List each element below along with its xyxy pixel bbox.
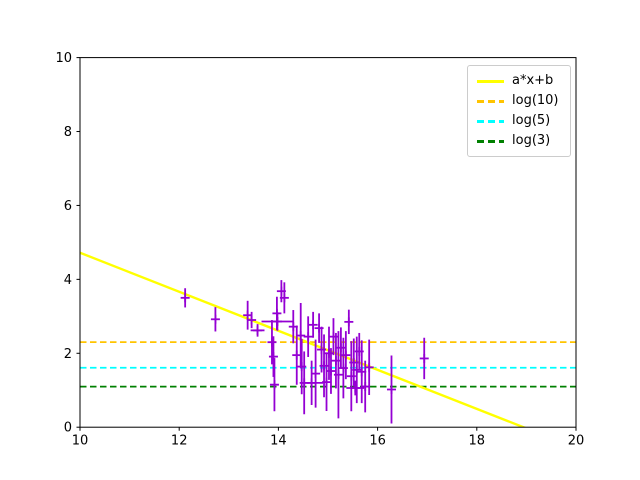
legend-label-fit: a*x+b xyxy=(512,73,554,88)
errorbar-point xyxy=(296,303,306,369)
y-tick-label: 6 xyxy=(64,199,72,214)
log3-line-sample-icon xyxy=(477,139,504,143)
legend-entry-log3: log(3) xyxy=(477,131,570,151)
x-tick-label: 16 xyxy=(369,434,386,449)
errorbar-point xyxy=(300,360,324,406)
errorbar-point xyxy=(180,288,190,308)
errorbar-point xyxy=(210,307,220,332)
log5-line-sample-icon xyxy=(477,119,504,123)
x-tick-label: 10 xyxy=(72,434,89,449)
errorbar-point xyxy=(247,311,257,329)
legend-label-log5: log(5) xyxy=(512,113,551,128)
errorbar-point xyxy=(311,339,321,408)
x-tick-label: 20 xyxy=(568,434,585,449)
plot-contents xyxy=(80,251,576,428)
legend-entry-fit: a*x+b xyxy=(477,71,570,91)
errorbar-point xyxy=(303,316,313,357)
y-tick-label: 2 xyxy=(64,347,72,362)
legend-entry-log10: log(10) xyxy=(477,91,570,111)
y-tick-label: 8 xyxy=(64,125,72,140)
errorbar-point xyxy=(250,324,265,337)
x-tick-label: 18 xyxy=(469,434,486,449)
y-tick-label: 4 xyxy=(64,273,72,288)
y-tick-label: 0 xyxy=(64,421,72,436)
errorbar-point xyxy=(333,331,343,419)
legend-label-log10: log(10) xyxy=(512,93,559,108)
errorbar-point xyxy=(269,358,279,412)
axes-spines xyxy=(79,57,577,428)
log10-line-sample-icon xyxy=(477,99,504,103)
fit-line xyxy=(80,251,527,428)
errorbar-point xyxy=(364,339,374,396)
errorbar-point xyxy=(344,309,354,335)
errorbar-point xyxy=(322,353,332,411)
errorbar-point xyxy=(419,337,429,380)
errorbar-point xyxy=(261,312,294,331)
legend-label-log3: log(3) xyxy=(512,133,551,148)
errorbar-point xyxy=(386,355,396,424)
errorbar-point xyxy=(243,300,253,330)
fit-line-sample-icon xyxy=(477,79,504,83)
errorbar-point xyxy=(268,336,278,377)
legend-entry-log5: log(5) xyxy=(477,111,570,131)
y-tick-label: 10 xyxy=(55,51,72,66)
errorbar-point xyxy=(341,331,351,380)
errorbar-point xyxy=(360,360,370,413)
errorbar-point xyxy=(308,311,318,338)
x-tick-label: 14 xyxy=(270,434,287,449)
legend: a*x+b log(10) log(5) log(3) xyxy=(467,65,571,157)
errorbar-point xyxy=(279,282,289,314)
errorbar-point xyxy=(326,348,336,394)
x-tick-label: 12 xyxy=(171,434,188,449)
